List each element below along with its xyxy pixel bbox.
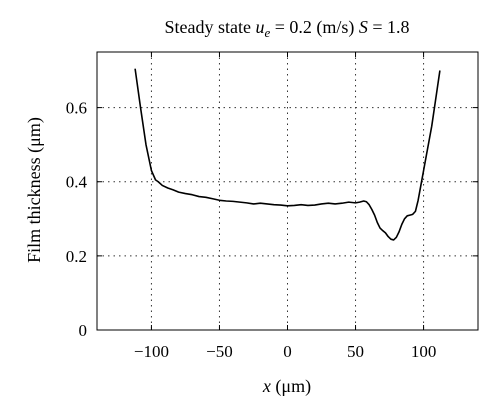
x-tick-label: −50 [206, 342, 233, 361]
x-tick-label: 100 [411, 342, 437, 361]
series-line-film-thickness [134, 68, 441, 241]
title-middle: = 0.2 (m/s) [270, 17, 359, 38]
y-tick-label: 0.6 [66, 99, 87, 118]
y-axis-label: Film thickness (μm) [24, 117, 45, 263]
x-tick-labels: −100 −50 0 50 100 [134, 342, 436, 361]
y-tick-labels: 0 0.2 0.4 0.6 [66, 99, 88, 340]
grid [97, 52, 478, 331]
title-u-subscript: e [264, 25, 270, 40]
title-s-symbol: S [359, 17, 368, 37]
chart-title: Steady state ue = 0.2 (m/s) S = 1.8 [164, 17, 409, 40]
y-tick-label: 0 [79, 321, 88, 340]
x-axis-symbol: x [262, 376, 271, 396]
plot-frame [96, 51, 479, 331]
title-suffix: = 1.8 [368, 17, 410, 37]
x-tick-label: 0 [283, 342, 292, 361]
title-u-symbol: u [255, 17, 264, 37]
x-tick-label: −100 [134, 342, 169, 361]
title-prefix: Steady state [164, 17, 255, 37]
y-tick-label: 0.2 [66, 247, 87, 266]
x-tick-label: 50 [347, 342, 364, 361]
x-axis-unit: (μm) [271, 376, 311, 397]
x-axis-label: x (μm) [262, 376, 311, 397]
y-tick-label: 0.4 [66, 173, 88, 192]
